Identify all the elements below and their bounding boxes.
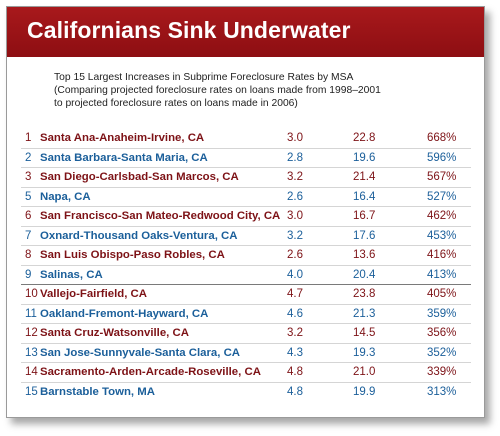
rate-1998-2001-cell: 3.2 bbox=[287, 327, 303, 339]
rate-1998-2001-cell: 4.8 bbox=[287, 385, 303, 398]
rank-cell: 11 bbox=[25, 307, 37, 320]
table-row: 6 San Francisco-San Mateo-Redwood City, C… bbox=[21, 207, 471, 227]
rate-1998-2001-cell: 4.6 bbox=[287, 307, 303, 320]
table-row: 13 San Jose-Sunnyvale-Santa Clara, CA 4.3 1… bbox=[21, 344, 471, 363]
increase-cell: 453% bbox=[427, 229, 457, 242]
msa-cell: Salinas, CA bbox=[40, 268, 103, 281]
increase-cell: 567% bbox=[427, 171, 457, 183]
rate-1998-2001-cell: 3.0 bbox=[287, 210, 303, 222]
increase-cell: 462% bbox=[427, 210, 457, 222]
table-row: 7 Oxnard-Thousand Oaks-Ventura, CA 3.2 17.6… bbox=[21, 227, 471, 246]
rate-1998-2001-cell: 4.0 bbox=[287, 268, 303, 281]
rate-2006-cell: 21.3 bbox=[353, 307, 376, 320]
rank-cell: 6 bbox=[25, 210, 32, 222]
rate-2006-cell: 20.4 bbox=[353, 268, 376, 281]
msa-cell: Santa Barbara-Santa Maria, CA bbox=[40, 151, 208, 164]
rank-cell: 10 bbox=[25, 288, 38, 300]
rank-cell: 15 bbox=[25, 385, 38, 398]
rate-1998-2001-cell: 3.2 bbox=[287, 229, 303, 242]
subtitle-line: to projected foreclosure rates on loans … bbox=[54, 98, 298, 109]
rate-1998-2001-cell: 4.3 bbox=[287, 346, 303, 359]
subtitle-line: Top 15 Largest Increases in Subprime For… bbox=[54, 72, 354, 83]
foreclosure-table: 1 Santa Ana-Anaheim-Irvine, CA 3.0 22.8 668%… bbox=[21, 129, 471, 402]
table-row: 8 San Luis Obispo-Paso Robles, CA 2.6 13.6 4… bbox=[21, 246, 471, 266]
rate-2006-cell: 19.3 bbox=[353, 346, 376, 359]
rate-2006-cell: 22.8 bbox=[353, 132, 376, 144]
rank-cell: 3 bbox=[25, 171, 32, 183]
msa-cell: Santa Ana-Anaheim-Irvine, CA bbox=[40, 132, 205, 144]
table-row: 2 Santa Barbara-Santa Maria, CA 2.8 19.6 596… bbox=[21, 149, 471, 168]
msa-cell: Barnstable Town, MA bbox=[40, 385, 155, 398]
increase-cell: 416% bbox=[427, 249, 457, 261]
rate-1998-2001-cell: 4.7 bbox=[287, 288, 303, 300]
table-row: 15 Barnstable Town, MA 4.8 19.9 313% bbox=[21, 383, 471, 403]
rank-cell: 2 bbox=[25, 151, 32, 164]
table-row: 3 San Diego-Carlsbad-San Marcos, CA 3.2 21.… bbox=[21, 168, 471, 188]
rank-cell: 8 bbox=[25, 249, 32, 261]
increase-cell: 356% bbox=[427, 327, 457, 339]
rank-cell: 5 bbox=[25, 190, 32, 203]
rate-2006-cell: 16.4 bbox=[353, 190, 376, 203]
rate-2006-cell: 23.8 bbox=[353, 288, 376, 300]
msa-cell: San Luis Obispo-Paso Robles, CA bbox=[40, 249, 225, 261]
increase-cell: 413% bbox=[427, 268, 457, 281]
increase-cell: 352% bbox=[427, 346, 457, 359]
chart-title: Californians Sink Underwater bbox=[27, 17, 351, 43]
rank-cell: 14 bbox=[25, 366, 38, 378]
increase-cell: 668% bbox=[427, 132, 457, 144]
rate-2006-cell: 16.7 bbox=[353, 210, 376, 222]
table-row: 10 Vallejo-Fairfield, CA 4.7 23.8 405% bbox=[21, 285, 471, 305]
rate-2006-cell: 13.6 bbox=[353, 249, 376, 261]
title-banner: Californians Sink Underwater bbox=[7, 7, 484, 57]
rank-cell: 1 bbox=[25, 132, 32, 144]
subtitle-line: (Comparing projected foreclosure rates o… bbox=[54, 85, 381, 96]
chart-panel: Californians Sink Underwater Top 15 Larg… bbox=[6, 6, 485, 418]
rate-2006-cell: 19.9 bbox=[353, 385, 376, 398]
msa-cell: Oakland-Fremont-Hayward, CA bbox=[40, 307, 209, 320]
rate-2006-cell: 21.0 bbox=[353, 366, 376, 378]
rate-1998-2001-cell: 2.6 bbox=[287, 249, 303, 261]
rate-1998-2001-cell: 2.8 bbox=[287, 151, 303, 164]
msa-cell: San Jose-Sunnyvale-Santa Clara, CA bbox=[40, 346, 241, 359]
increase-cell: 359% bbox=[427, 307, 457, 320]
rate-1998-2001-cell: 3.0 bbox=[287, 132, 303, 144]
rate-2006-cell: 14.5 bbox=[353, 327, 376, 339]
rate-1998-2001-cell: 4.8 bbox=[287, 366, 303, 378]
increase-cell: 339% bbox=[427, 366, 457, 378]
table-row: 12 Santa Cruz-Watsonville, CA 3.2 14.5 356% bbox=[21, 324, 471, 344]
msa-cell: San Diego-Carlsbad-San Marcos, CA bbox=[40, 171, 239, 183]
increase-cell: 596% bbox=[427, 151, 457, 164]
msa-cell: San Francisco-San Mateo-Redwood City, CA bbox=[40, 210, 281, 222]
msa-cell: Sacramento-Arden-Arcade-Roseville, CA bbox=[40, 366, 261, 378]
rank-cell: 9 bbox=[25, 268, 32, 281]
table-row: 1 Santa Ana-Anaheim-Irvine, CA 3.0 22.8 668% bbox=[21, 129, 471, 149]
rank-cell: 12 bbox=[25, 327, 38, 339]
rate-2006-cell: 17.6 bbox=[353, 229, 376, 242]
table-row: 14 Sacramento-Arden-Arcade-Roseville, CA 4… bbox=[21, 363, 471, 383]
increase-cell: 313% bbox=[427, 385, 457, 398]
rate-2006-cell: 21.4 bbox=[353, 171, 376, 183]
increase-cell: 527% bbox=[427, 190, 457, 203]
increase-cell: 405% bbox=[427, 288, 457, 300]
msa-cell: Napa, CA bbox=[40, 190, 91, 203]
rank-cell: 7 bbox=[25, 229, 32, 242]
table-row: 9 Salinas, CA 4.0 20.4 413% bbox=[21, 266, 471, 285]
msa-cell: Oxnard-Thousand Oaks-Ventura, CA bbox=[40, 229, 238, 242]
rate-1998-2001-cell: 3.2 bbox=[287, 171, 303, 183]
rate-1998-2001-cell: 2.6 bbox=[287, 190, 303, 203]
table-row: 11 Oakland-Fremont-Hayward, CA 4.6 21.3 359% bbox=[21, 305, 471, 324]
msa-cell: Vallejo-Fairfield, CA bbox=[40, 288, 147, 300]
rate-2006-cell: 19.6 bbox=[353, 151, 376, 164]
chart-subtitle: Top 15 Largest Increases in Subprime For… bbox=[54, 71, 454, 110]
table-row: 5 Napa, CA 2.6 16.4 527% bbox=[21, 188, 471, 207]
rank-cell: 13 bbox=[25, 346, 38, 359]
msa-cell: Santa Cruz-Watsonville, CA bbox=[40, 327, 189, 339]
